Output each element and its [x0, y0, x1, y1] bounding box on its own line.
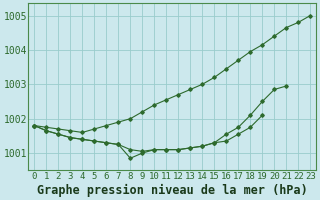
X-axis label: Graphe pression niveau de la mer (hPa): Graphe pression niveau de la mer (hPa) — [37, 183, 308, 197]
